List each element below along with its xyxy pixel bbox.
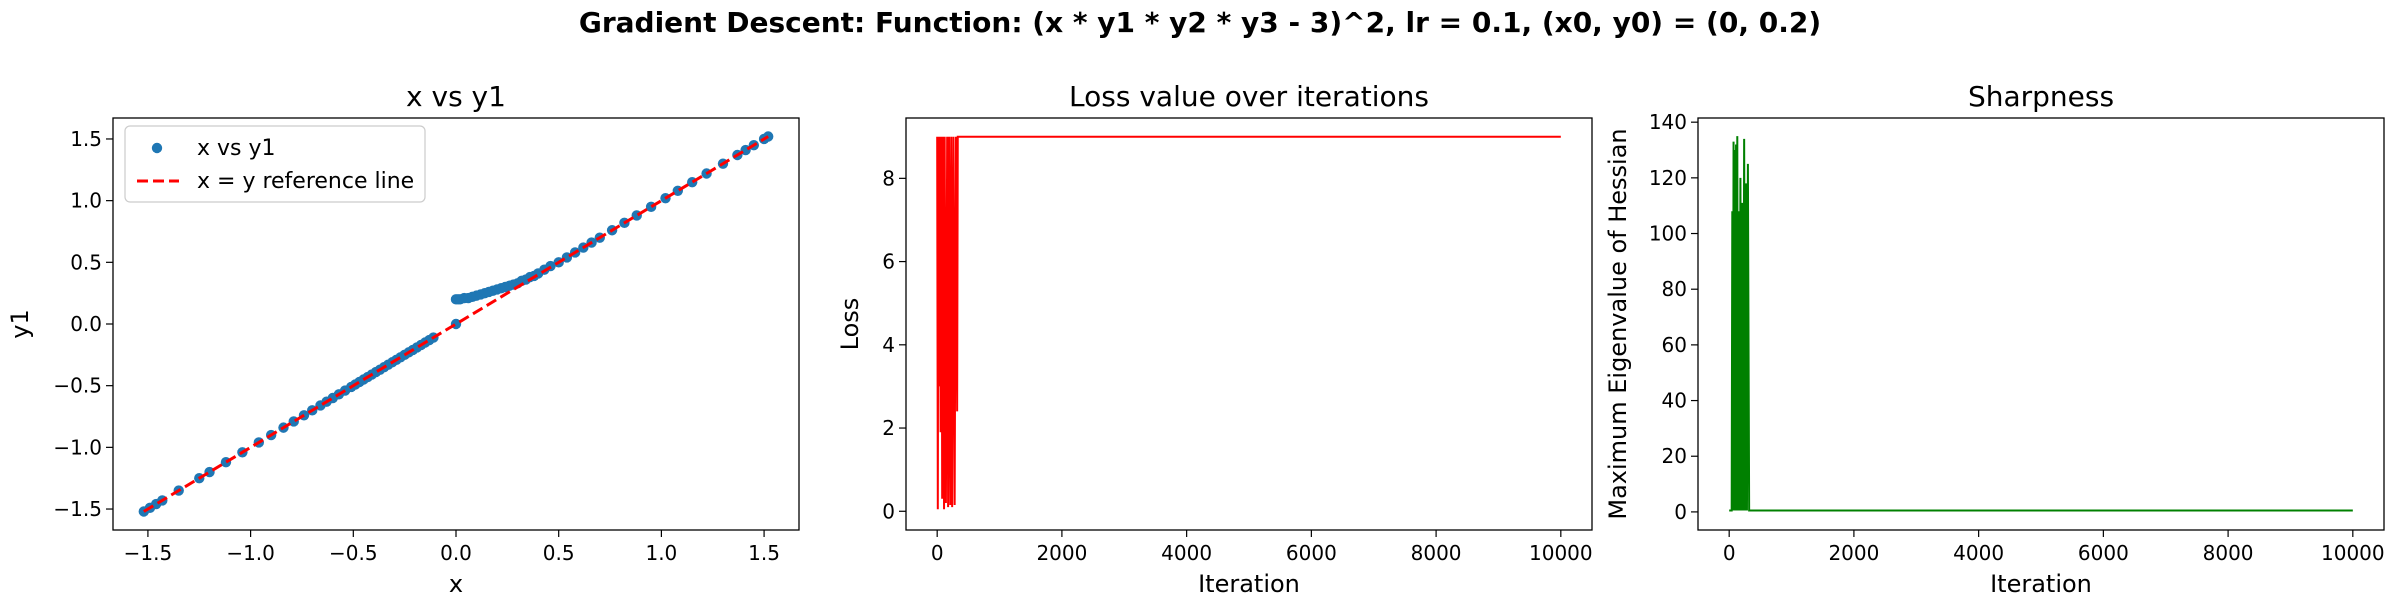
x-tick-label: 6000 [1286,541,1337,565]
plot-frame [112,117,800,531]
y-tick-label: 120 [1649,166,1687,190]
chart-legend: x vs y1 x = y reference line [124,125,426,203]
legend-marker-scatter [151,142,163,154]
chart-title: Sharpness [1968,80,2114,113]
y-tick-label: 60 [1662,333,1687,357]
figure-suptitle: Gradient Descent: Function: (x * y1 * y2… [578,6,1822,39]
y-tick-label: 40 [1662,389,1687,413]
legend-label: x = y reference line [197,169,414,194]
x-tick-label: 4000 [1161,541,1212,565]
series-line [936,135,1561,510]
x-tick-label: 1.0 [645,541,677,565]
chart-title: Loss value over iterations [1069,80,1429,113]
x-axis-label: Iteration [1990,570,2092,598]
y-tick-label: 8 [882,166,895,190]
chart-panel-1: x vs y1 −1.5 −1.0 −0.5 0.0 0.5 1.0 1.5 −1.5 −1.0 −… [6,80,800,598]
y-tick-label: 0.5 [70,250,102,274]
x-tick-label: 0.5 [543,541,575,565]
y-tick-label: 140 [1649,110,1687,134]
x-tick-label: 0 [1723,541,1736,565]
x-tick-label: 0.0 [440,541,472,565]
x-tick-label: 2000 [1828,541,1879,565]
x-tick-label: 10000 [1529,541,1593,565]
y-tick-label: 1.0 [70,189,102,213]
y-tick-label: 100 [1649,222,1687,246]
x-tick-label: −0.5 [329,541,378,565]
y-tick-label: 4 [882,333,895,357]
y-tick-label: −1.0 [53,435,102,459]
y-tick-label: 1.5 [70,127,102,151]
y-tick-label: 0 [1674,500,1687,524]
legend-label: x vs y1 [197,136,276,161]
y-tick-label: 80 [1662,277,1687,301]
x-tick-label: −1.0 [226,541,275,565]
y-tick-label: 2 [882,416,895,440]
y-tick-label: 20 [1662,444,1687,468]
y-tick-label: 0.0 [70,312,102,336]
y-tick-label: −0.5 [53,374,102,398]
y-tick-label: 6 [882,250,895,274]
x-tick-label: 10000 [2321,541,2385,565]
y-tick-label: 0 [882,499,895,523]
x-axis-label: Iteration [1198,570,1300,598]
chart-title: x vs y1 [406,80,506,113]
reference-line [143,135,769,513]
x-tick-label: 6000 [2078,541,2129,565]
x-tick-label: −1.5 [124,541,173,565]
y-tick-label: −1.5 [53,497,102,521]
x-tick-label: 8000 [1411,541,1462,565]
x-tick-label: 2000 [1036,541,1087,565]
plot-frame [1697,117,2385,531]
x-tick-label: 0 [931,541,944,565]
x-tick-label: 4000 [1953,541,2004,565]
series-line [1729,136,2353,512]
x-tick-label: 8000 [2203,541,2254,565]
y-axis-label: y1 [6,309,34,338]
legend-box [124,125,426,203]
chart-panel-2: Loss value over iterations 0 2000 4000 6000 8… [836,80,1593,598]
plot-frame [905,117,1593,531]
x-tick-label: 1.5 [748,541,780,565]
chart-panel-3: Sharpness 0 2000 4000 6000 8000 10000 0 20 40 60 80… [1604,80,2385,598]
x-axis-label: x [449,570,463,598]
y-axis-label: Loss [836,298,864,351]
y-axis-label: Maximum Eigenvalue of Hessian [1604,128,1632,519]
